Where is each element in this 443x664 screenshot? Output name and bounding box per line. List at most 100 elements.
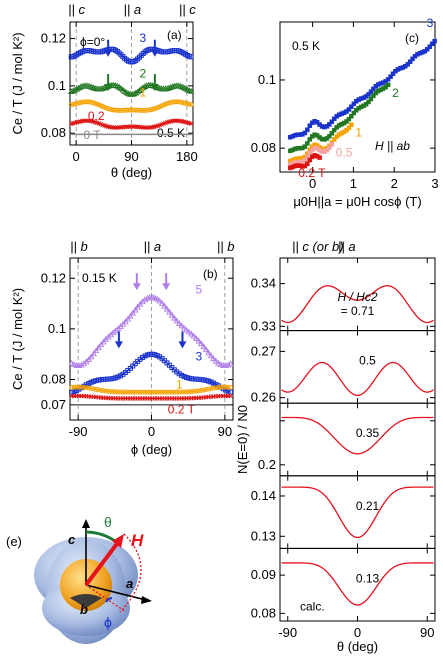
panel-a-arrow-head bbox=[150, 84, 159, 92]
panel-c-point bbox=[349, 104, 354, 109]
panel-a-point bbox=[142, 125, 148, 130]
panel-d-ytick-label: 0.26 bbox=[251, 390, 276, 405]
panel-c-point bbox=[346, 116, 352, 122]
panel-e-schematic: (e) c a b θ H ϕ bbox=[6, 514, 152, 644]
panel-b-point bbox=[87, 353, 95, 360]
panel-a-phi-annotation: ϕ=0° bbox=[80, 35, 105, 49]
panel-b-series-0 bbox=[68, 293, 234, 368]
panel-b-temperature: 0.15 K bbox=[82, 271, 117, 285]
panel-b-point bbox=[158, 299, 166, 306]
panel-b-point bbox=[223, 384, 229, 390]
phi-arc bbox=[105, 597, 113, 603]
panel-b-point bbox=[171, 314, 178, 321]
panel-b-point bbox=[215, 385, 221, 390]
panel-b-top-label: || b bbox=[70, 239, 88, 254]
panel-b-point bbox=[213, 385, 219, 391]
panel-a-series-label: 0.2 bbox=[88, 109, 105, 123]
panel-c-point bbox=[327, 133, 332, 139]
panel-b-point bbox=[225, 384, 231, 390]
panel-d-subplot-label: 0.21 bbox=[356, 499, 380, 513]
panel-b-point bbox=[179, 389, 185, 395]
panel-b-point bbox=[228, 393, 233, 399]
panel-b-series-line bbox=[71, 353, 231, 393]
panel-c-point bbox=[344, 119, 349, 124]
panel-b-point bbox=[193, 388, 199, 394]
panel-a-point bbox=[169, 83, 176, 90]
panel-b-ytick-label: 0.1 bbox=[48, 321, 66, 336]
panel-b-point bbox=[71, 384, 77, 390]
panel-d: || c (or b)|| a 0.33 0.34 H / Hc2= 0.71 0.26… bbox=[235, 239, 436, 654]
panel-b-ylabel: Ce / T (J / mol K²) bbox=[10, 288, 25, 390]
panel-b-point bbox=[157, 389, 163, 395]
panel-b-top-label: || b bbox=[217, 239, 235, 254]
panel-b-series-1 bbox=[69, 351, 234, 395]
panel-c-series-label: 0.5 bbox=[336, 145, 353, 159]
panel-a-point bbox=[122, 124, 128, 130]
panel-b-point bbox=[201, 387, 207, 393]
panel-a-point bbox=[188, 121, 194, 126]
panel-b-point bbox=[210, 355, 217, 362]
panel-a-point bbox=[135, 124, 140, 130]
field-label: H bbox=[131, 531, 144, 550]
panel-b-point bbox=[227, 360, 234, 367]
panel-b-point bbox=[108, 389, 114, 395]
panel-b-point bbox=[175, 320, 183, 326]
panel-b-point bbox=[176, 389, 182, 395]
panel-b-point bbox=[154, 389, 160, 395]
panel-c-point bbox=[351, 110, 357, 116]
panel-c-point bbox=[314, 120, 320, 125]
panel-b-point bbox=[188, 389, 194, 395]
panel-b-point bbox=[134, 303, 141, 310]
panel-c-point bbox=[366, 92, 371, 97]
panel-a-point bbox=[134, 88, 141, 95]
panel-b-point bbox=[190, 332, 198, 339]
panel-d-calc-annotation: calc. bbox=[300, 599, 325, 613]
panel-c-series-label: 1 bbox=[355, 126, 362, 140]
panel-a-point bbox=[172, 118, 177, 124]
panel-c-point bbox=[305, 161, 310, 167]
panel-b-arrow-head bbox=[162, 283, 171, 291]
panel-b-series-label: 1 bbox=[176, 377, 183, 391]
panel-a-top-label: || c bbox=[179, 2, 196, 17]
panel-b-point bbox=[118, 389, 123, 395]
panel-c-series-label: 0.2 T bbox=[298, 166, 326, 180]
panel-c-frame bbox=[279, 21, 436, 173]
panel-c-point bbox=[329, 142, 335, 147]
panel-b-point bbox=[142, 389, 148, 395]
panel-b-point bbox=[195, 337, 203, 344]
panel-b-point bbox=[132, 389, 138, 395]
panel-a-xtick-label: 0 bbox=[73, 149, 80, 164]
panel-c-point bbox=[385, 77, 391, 82]
panel-b-xlabel: ϕ (deg) bbox=[131, 442, 172, 457]
panel-c-point bbox=[329, 119, 335, 124]
panel-c-point bbox=[332, 116, 337, 122]
panel-b-point bbox=[164, 389, 170, 395]
panel-b-point bbox=[135, 389, 141, 395]
panel-b-point bbox=[140, 389, 145, 395]
panel-c-ytick-label: 0.08 bbox=[251, 140, 276, 155]
panel-a-arrow-head bbox=[104, 84, 113, 92]
panel-c-point bbox=[351, 101, 357, 107]
panel-b-point bbox=[115, 389, 121, 395]
panel-d-xlabel: θ (deg) bbox=[337, 639, 378, 654]
panel-b-point bbox=[91, 386, 97, 392]
panel-c-label: (c) bbox=[405, 31, 419, 45]
panel-b-ytick-label: 0.07 bbox=[41, 397, 66, 412]
panel-a-point bbox=[83, 118, 89, 124]
panel-a-point bbox=[126, 124, 131, 129]
panel-a-point bbox=[139, 124, 144, 130]
panel-a-point bbox=[81, 118, 87, 124]
axis-c-arrowhead bbox=[82, 519, 90, 528]
panel-a-ylabel: Ce / T (J / mol K²) bbox=[10, 32, 25, 134]
panel-b-point bbox=[183, 326, 190, 333]
panel-b-point bbox=[218, 384, 224, 390]
panel-d-ylabel: N(E=0) / N0 bbox=[235, 405, 250, 474]
panel-a-xlabel: θ (deg) bbox=[111, 165, 152, 180]
panel-a-point bbox=[140, 125, 146, 130]
panel-c-point bbox=[302, 130, 308, 136]
panel-c-point bbox=[346, 125, 352, 131]
panel-c-point bbox=[307, 137, 313, 142]
panel-d-curve-2 bbox=[281, 416, 434, 455]
panel-b-point bbox=[171, 389, 177, 395]
